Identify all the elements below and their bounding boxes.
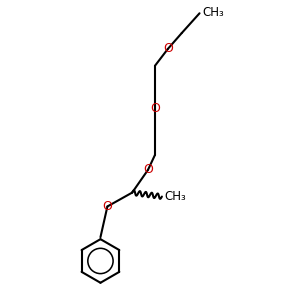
Text: CH₃: CH₃ <box>165 190 187 203</box>
Text: CH₃: CH₃ <box>202 6 224 19</box>
Text: O: O <box>150 102 160 115</box>
Text: O: O <box>103 200 112 213</box>
Text: O: O <box>143 163 153 176</box>
Text: O: O <box>163 42 173 56</box>
